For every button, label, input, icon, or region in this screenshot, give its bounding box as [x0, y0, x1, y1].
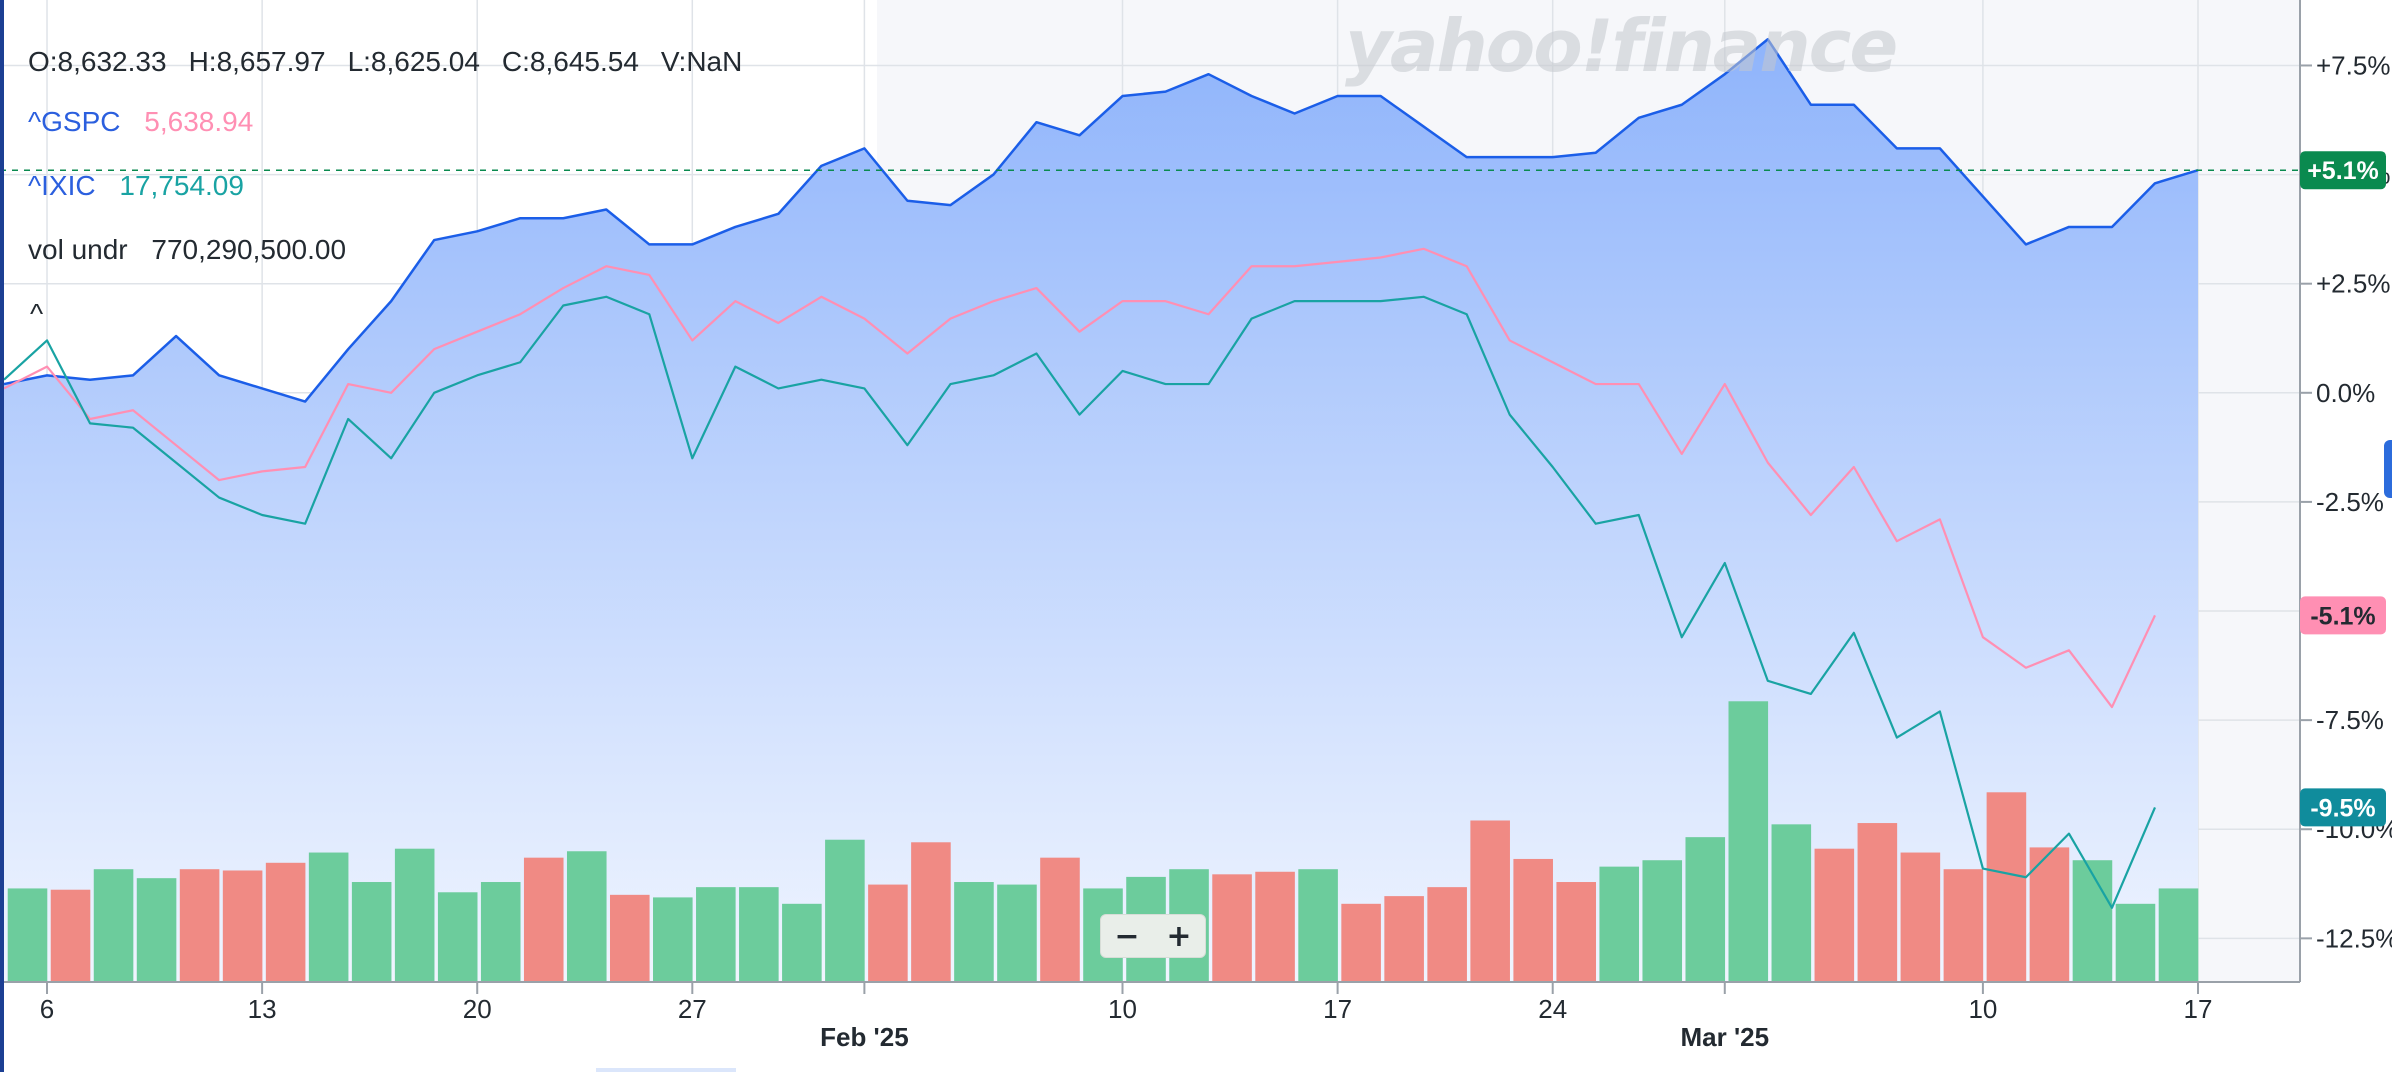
volume-bar-31 [1341, 903, 1381, 982]
y-tick-label-3: 0.0% [2316, 378, 2375, 408]
volume-bar-16 [696, 887, 736, 982]
volume-bar-10 [437, 892, 478, 982]
zoom-controls: − + [1100, 914, 1206, 958]
ohlc-open: O:8,632.33 [28, 46, 167, 77]
ohlc-readout: O:8,632.33 H:8,657.97 L:8,625.04 C:8,645… [28, 46, 742, 78]
x-tick-label-10: 17 [2184, 994, 2213, 1024]
volume-bar-5 [222, 870, 263, 982]
legend-volume-value: 770,290,500.00 [151, 234, 347, 265]
legend-gspc-symbol[interactable]: ^GSPC [28, 106, 121, 137]
ohlc-volume: V:NaN [660, 46, 743, 77]
legend-ixic[interactable]: ^IXIC 17,754.09 [28, 170, 244, 202]
volume-bar-48 [2072, 860, 2113, 982]
x-tick-label-7: 24 [1538, 994, 1567, 1024]
volume-bar-28 [1212, 874, 1252, 982]
volume-bar-45 [1943, 869, 1984, 982]
volume-bar-23 [997, 884, 1037, 982]
legend-volume-symbol[interactable]: vol undr [28, 234, 128, 265]
volume-bar-21 [911, 842, 951, 982]
volume-bar-43 [1857, 823, 1898, 982]
y-tick-label-2: +2.5% [2316, 269, 2390, 299]
value-badge-0 [2300, 151, 2386, 190]
time-scrollbar [596, 1068, 736, 1072]
value-badge-label-1: -5.1% [2310, 602, 2375, 630]
volume-bar-33 [1427, 887, 1467, 982]
legend-ixic-value: 17,754.09 [119, 170, 244, 201]
volume-bar-47 [2029, 847, 2070, 982]
volume-bar-39 [1685, 837, 1726, 982]
volume-bar-35 [1513, 858, 1553, 982]
volume-bar-20 [868, 884, 908, 982]
y-tick-label-8: -12.5% [2316, 923, 2392, 953]
volume-bar-46 [1986, 792, 2027, 982]
x-tick-label-0: 6 [40, 994, 54, 1024]
volume-bar-0 [7, 888, 48, 982]
volume-bar-36 [1556, 882, 1597, 982]
volume-bar-34 [1470, 820, 1510, 982]
x-tick-label-3: 27 [678, 994, 707, 1024]
ohlc-close: C:8,645.54 [501, 46, 639, 77]
x-tick-label-1: 13 [248, 994, 277, 1024]
legend-gspc-value: 5,638.94 [144, 106, 254, 137]
volume-bar-42 [1814, 848, 1855, 982]
ohlc-low: L:8,625.04 [347, 46, 480, 77]
volume-bar-6 [265, 862, 306, 982]
value-badge-2 [2300, 788, 2386, 827]
volume-bar-50 [2158, 888, 2199, 982]
yahoo-finance-logo: yahoo!finance [1345, 4, 1898, 88]
volume-bar-13 [566, 851, 607, 982]
x-tick-label-2: 20 [463, 994, 492, 1024]
volume-bar-44 [1900, 852, 1941, 982]
series-line-1 [3, 247, 2156, 709]
volume-bar-18 [782, 903, 822, 982]
volume-bar-12 [523, 857, 564, 982]
legend-volume[interactable]: vol undr 770,290,500.00 [28, 234, 346, 266]
volume-bar-15 [653, 897, 693, 982]
volume-bar-24 [1040, 857, 1080, 982]
collapse-legend-button[interactable]: ^ [30, 298, 44, 329]
volume-bar-7 [308, 852, 349, 982]
volume-bar-4 [179, 869, 220, 982]
volume-bar-2 [93, 869, 134, 982]
zoom-out-button[interactable]: − [1114, 918, 1140, 954]
volume-bar-30 [1298, 869, 1338, 982]
volume-bar-29 [1255, 871, 1295, 982]
volume-bar-17 [739, 887, 779, 982]
x-tick-label-9: 10 [1968, 994, 1997, 1024]
side-panel-tab[interactable] [2384, 440, 2392, 498]
value-badge-label-2: -9.5% [2310, 794, 2375, 822]
volume-bar-38 [1642, 860, 1683, 982]
volume-bar-19 [825, 839, 865, 982]
volume-bar-40 [1728, 701, 1769, 982]
zoom-in-button[interactable]: + [1166, 918, 1192, 954]
y-tick-label-0: +7.5% [2316, 50, 2390, 80]
x-tick-label-4: Feb '25 [820, 1022, 909, 1052]
volume-bar-41 [1771, 824, 1812, 982]
volume-bar-3 [136, 878, 177, 982]
value-badge-1 [2300, 596, 2386, 635]
legend-ixic-symbol[interactable]: ^IXIC [28, 170, 96, 201]
series-line-2 [3, 295, 2156, 909]
volume-bar-1 [50, 889, 91, 982]
ohlc-high: H:8,657.97 [188, 46, 326, 77]
volume-bar-8 [351, 882, 392, 982]
volume-bar-9 [394, 848, 435, 982]
legend-gspc[interactable]: ^GSPC 5,638.94 [28, 106, 253, 138]
volume-bar-37 [1599, 866, 1640, 982]
x-tick-label-6: 17 [1323, 994, 1352, 1024]
volume-bar-32 [1384, 896, 1424, 982]
volume-bar-22 [954, 882, 994, 982]
x-tick-label-5: 10 [1108, 994, 1137, 1024]
value-badge-label-0: +5.1% [2307, 157, 2379, 185]
volume-bar-14 [609, 894, 650, 982]
volume-bar-11 [480, 882, 521, 982]
series-line-main [3, 38, 2199, 403]
x-tick-label-8: Mar '25 [1681, 1022, 1770, 1052]
y-tick-label-6: -7.5% [2316, 705, 2384, 735]
volume-bar-49 [2115, 903, 2156, 982]
series-area-main [4, 39, 2198, 982]
y-tick-label-4: -2.5% [2316, 487, 2384, 517]
